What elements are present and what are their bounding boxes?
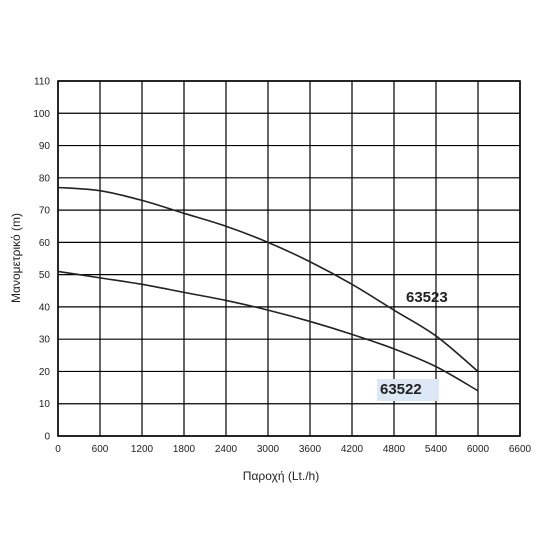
y-tick-label-70: 70 (39, 206, 51, 217)
chart-grid (57, 80, 521, 437)
x-tick-label-1800: 1800 (173, 444, 196, 455)
y-tick-label-80: 80 (39, 173, 51, 184)
series-label-63522: 63522 (380, 381, 422, 398)
x-tick-label-1200: 1200 (131, 444, 154, 455)
x-tick-label-6000: 6000 (467, 444, 490, 455)
series-line-63523 (57, 186, 479, 373)
x-axis-label: Παροχή (Lt./h) (243, 469, 319, 483)
y-tick-label-60: 60 (39, 238, 51, 249)
x-tick-label-600: 600 (92, 444, 109, 455)
series-line-63522 (57, 270, 479, 392)
y-tick-label-10: 10 (39, 399, 51, 410)
series-group (57, 186, 479, 392)
y-tick-label-100: 100 (33, 109, 50, 120)
y-tick-label-110: 110 (34, 77, 50, 88)
y-tick-label-0: 0 (44, 432, 50, 443)
x-tick-label-4200: 4200 (341, 444, 364, 455)
x-tick-label-6600: 6600 (509, 444, 532, 455)
x-tick-label-4800: 4800 (383, 444, 406, 455)
series-labels: 63523 63522 (377, 289, 448, 401)
x-tick-label-3600: 3600 (299, 444, 322, 455)
x-tick-label-2400: 2400 (215, 444, 238, 455)
series-label-highlight-63522 (377, 379, 439, 401)
x-tick-label-3000: 3000 (257, 444, 280, 455)
x-tick-label-0: 0 (55, 444, 61, 455)
x-tick-label-5400: 5400 (425, 444, 448, 455)
y-tick-label-20: 20 (39, 367, 51, 378)
y-tick-label-50: 50 (39, 270, 51, 281)
y-tick-label-90: 90 (39, 141, 51, 152)
plot-frame (57, 80, 521, 437)
series-label-63523: 63523 (406, 289, 448, 306)
y-tick-label-30: 30 (39, 335, 51, 346)
y-axis-label: Μανομετρικό (m) (9, 213, 23, 303)
tick-labels: 0 600 1200 1800 2400 3000 3600 4200 4800 5400 6000… (33, 77, 531, 456)
y-tick-label-40: 40 (39, 302, 51, 313)
